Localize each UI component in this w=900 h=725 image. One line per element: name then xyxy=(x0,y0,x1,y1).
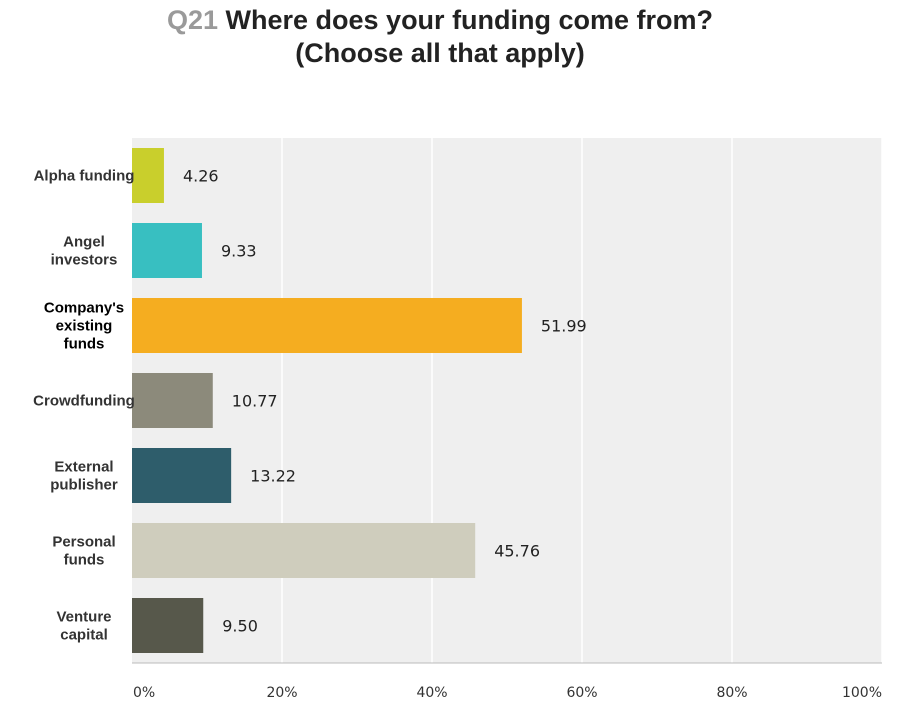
bar xyxy=(132,598,204,653)
x-tick-label: 40% xyxy=(416,685,447,701)
category-label: External publisher xyxy=(50,459,118,494)
category-label: Angel investors xyxy=(51,234,118,269)
category-label: Venture capital xyxy=(56,609,111,644)
data-label: 9.50 xyxy=(222,617,258,636)
category-label: Crowdfunding xyxy=(33,393,135,410)
data-label: 10.77 xyxy=(232,392,278,411)
data-label: 4.26 xyxy=(183,167,219,186)
x-tick-label: 20% xyxy=(266,685,297,701)
category-label: Alpha funding xyxy=(34,168,135,185)
data-label: 45.76 xyxy=(494,542,540,561)
category-label: Personal funds xyxy=(52,534,115,569)
x-tick-label: 100% xyxy=(842,685,882,701)
x-tick-label: 60% xyxy=(566,685,597,701)
bar xyxy=(132,223,202,278)
bar xyxy=(132,148,164,203)
x-tick-label: 80% xyxy=(716,685,747,701)
title-line-2: (Choose all that apply) xyxy=(295,38,585,68)
title-line-1: Where does your funding come from? xyxy=(225,5,714,35)
data-label: 51.99 xyxy=(541,317,587,336)
bar xyxy=(132,373,213,428)
data-label: 9.33 xyxy=(221,242,257,261)
chart-title: Q21 Where does your funding come from? (… xyxy=(0,4,880,70)
bar xyxy=(132,298,522,353)
question-number: Q21 xyxy=(166,5,218,35)
bar xyxy=(132,523,476,578)
bar xyxy=(132,448,232,503)
category-label: Company's existing funds xyxy=(44,300,124,353)
x-tick-label: 0% xyxy=(133,685,155,701)
data-label: 13.22 xyxy=(250,467,296,486)
